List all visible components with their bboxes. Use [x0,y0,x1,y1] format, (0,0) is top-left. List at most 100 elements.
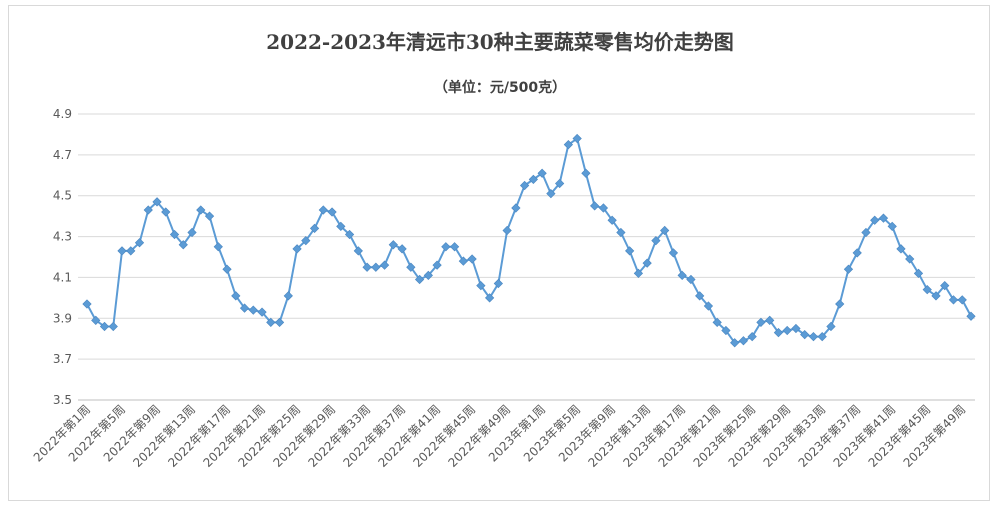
y-tick-label: 4.5 [53,189,72,203]
data-point [484,293,495,303]
x-tick-label: 2022年第45周 [410,402,478,470]
data-point [598,203,609,213]
data-point [449,242,460,252]
data-point [808,332,819,342]
series-group [82,133,976,348]
data-point [905,254,915,264]
x-tick-label: 2022年第37周 [340,402,408,470]
data-point [161,207,171,217]
data-point [213,242,223,252]
y-tick-label: 3.5 [53,393,72,407]
data-point [913,268,924,278]
data-point [756,317,766,327]
data-point [887,221,897,231]
data-point [274,317,285,327]
data-point [712,317,722,327]
x-tick-label: 2022年第13周 [130,402,198,470]
data-point [169,229,180,240]
data-point [931,291,941,301]
y-tick-label: 4.1 [53,270,72,284]
x-tick-label: 2023年第33周 [761,402,829,470]
data-point [922,285,932,295]
data-point [800,330,810,340]
x-tick-label: 2023年第25周 [691,402,759,470]
data-point [826,321,836,332]
data-point [870,215,880,225]
data-point [134,238,145,248]
x-axis: 2022年第1周2022年第5周2022年第9周2022年第13周2022年第1… [31,402,969,470]
data-point [187,227,197,238]
x-tick-label: 2023年第37周 [796,402,864,470]
data-point [677,270,687,281]
data-point [861,227,871,238]
data-point [99,321,110,332]
y-axis: 3.5 3.7 3.9 4.1 4.3 4.5 4.7 4.9 [53,107,72,407]
data-point [791,323,801,334]
data-point [362,262,372,272]
y-tick-label: 4.7 [53,148,72,162]
data-point [91,315,101,325]
data-point [966,311,976,321]
data-point [590,201,600,211]
data-point [283,291,293,301]
y-tick-label: 4.3 [53,230,72,244]
data-point [152,197,162,207]
data-point [668,248,679,258]
x-tick-label: 2022年第17周 [165,402,233,470]
data-point [82,299,92,309]
data-point [476,280,486,291]
data-point [563,140,574,150]
data-point [178,240,188,250]
data-point [292,244,302,254]
data-point [502,225,512,236]
data-point [196,205,206,215]
data-point [318,205,328,215]
data-point [397,244,407,254]
data-point [896,244,906,254]
data-point [344,229,355,240]
data-point [878,213,889,223]
data-point [843,264,854,274]
data-point [336,221,346,231]
data-point [117,246,127,256]
data-point [616,227,626,238]
data-point [432,260,442,270]
data-point [642,258,652,268]
data-point [651,236,661,246]
data-point [493,278,503,289]
data-point [730,338,740,348]
data-point [625,246,635,256]
data-point [546,189,556,199]
data-point [441,242,451,252]
data-point [519,180,530,191]
data-point [695,291,705,301]
x-tick-label: 2023年第29周 [726,402,794,470]
data-point [423,270,433,281]
data-point [957,295,967,305]
data-point [572,133,582,144]
y-tick-label: 3.9 [53,311,72,325]
x-tick-label: 2022年第21周 [200,402,268,470]
data-point [633,268,644,278]
data-point [765,315,775,325]
y-tick-label: 3.7 [53,352,72,366]
data-point [721,325,731,336]
data-point [126,246,136,256]
data-point [204,211,215,221]
data-point [231,291,241,301]
x-tick-label: 2023年第13周 [586,402,654,470]
data-point [458,256,468,266]
gridlines [78,113,975,401]
x-tick-label: 2022年第41周 [375,402,443,470]
data-point [379,260,390,270]
data-point [686,274,696,285]
data-point [660,225,670,236]
data-point [852,248,862,258]
data-point [406,262,416,272]
x-tick-label: 2022年第25周 [235,402,303,470]
data-point [511,203,521,213]
x-tick-label: 2023年第17周 [621,402,689,470]
data-point [773,327,784,338]
data-point [537,168,547,178]
